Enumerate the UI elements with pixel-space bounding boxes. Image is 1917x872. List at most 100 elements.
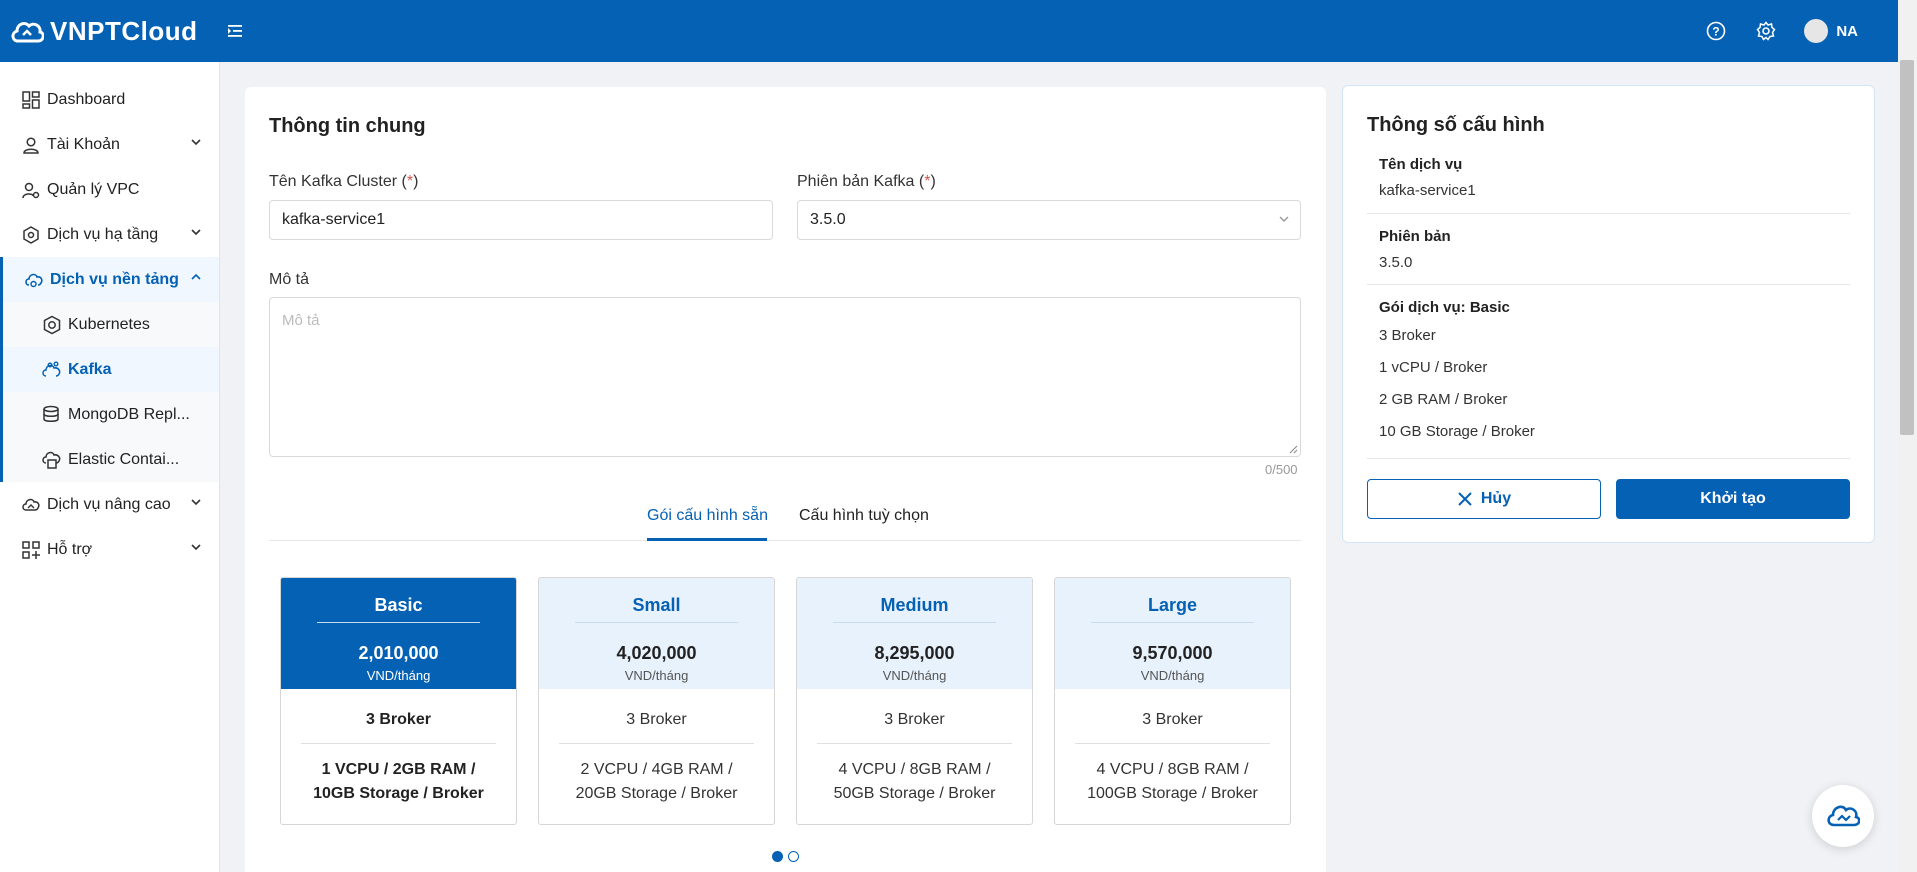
cluster-name-input[interactable] [269,200,773,240]
package-card-large[interactable]: Large 9,570,000 VND/tháng 3 Broker 4 VCP… [1054,577,1291,825]
cloud-logo-icon [11,22,44,43]
dashboard-icon [20,89,42,111]
sidebar-item-label: Elastic Contai... [68,450,180,468]
description-counter: 0/500 [1265,462,1298,477]
chevron-up-icon [191,273,201,280]
sidebar-item-kafka[interactable]: Kafka [3,347,219,392]
support-grid-icon [20,539,42,561]
sidebar-group-platform: Dịch vụ nền tảng Kubernetes Kafka MongoD… [0,257,219,482]
sidebar-item-label: Hỗ trợ [47,540,93,558]
kafka-version-select[interactable]: 3.5.0 [797,200,1301,240]
create-button[interactable]: Khởi tạo [1616,479,1850,519]
sidebar-item-account[interactable]: Tài Khoản [0,122,219,167]
sidebar-item-elastic-container[interactable]: Elastic Contai... [3,437,219,482]
package-price: 4,020,000 [616,643,697,663]
summary-divider [1367,458,1850,459]
close-icon [1458,492,1472,506]
sidebar-item-dashboard[interactable]: Dashboard [0,77,219,122]
description-placeholder: Mô tả [282,312,320,329]
brand-name: VNPTCloud [50,15,198,46]
cloud-advanced-icon [20,494,42,516]
kafka-icon [41,359,63,381]
user-icon [20,134,42,156]
summary-divider [1367,284,1850,285]
sidebar: Dashboard Tài Khoản Quản lý VPC Dịch vụ … [0,62,220,872]
package-price: 8,295,000 [874,643,955,663]
description-textarea[interactable]: Mô tả [269,297,1301,457]
vertical-scrollbar[interactable] [1898,0,1917,872]
chevron-down-icon [191,499,201,506]
description-label: Mô tả [269,271,310,288]
sidebar-item-mongodb[interactable]: MongoDB Repl... [3,392,219,437]
sidebar-item-label: Kubernetes [68,315,150,333]
floating-support-button[interactable] [1812,785,1874,847]
cloud-platform-icon [23,269,45,291]
cluster-name-label: Tên Kafka Cluster (*) [269,173,419,190]
package-name: Basic [317,595,480,623]
package-spec: 4 VCPU / 8GB RAM / 100GB Storage / Broke… [1087,761,1258,802]
menu-toggle-icon[interactable] [227,24,244,38]
scrollbar-thumb[interactable] [1900,60,1914,435]
sidebar-item-label: Dịch vụ nâng cao [47,495,171,513]
general-info-card: Thông tin chung Tên Kafka Cluster (*) Ph… [245,87,1326,872]
carousel-dot-2[interactable] [788,851,799,862]
package-price: 2,010,000 [358,643,439,663]
package-card-small[interactable]: Small 4,020,000 VND/tháng 3 Broker 2 VCP… [538,577,775,825]
kubernetes-icon [41,314,63,336]
package-card-medium[interactable]: Medium 8,295,000 VND/tháng 3 Broker 4 VC… [796,577,1033,825]
help-icon[interactable]: ? [1704,19,1728,43]
chevron-down-icon [191,139,201,146]
package-spec: 2 VCPU / 4GB RAM / 20GB Storage / Broker [575,761,738,802]
package-unit: VND/tháng [624,668,689,683]
sidebar-item-label: MongoDB Repl... [68,405,190,423]
tab-custom-config[interactable]: Cấu hình tuỳ chọn [799,507,929,524]
sidebar-item-label: Quản lý VPC [47,180,140,198]
svg-text:?: ? [1713,25,1720,39]
chevron-down-icon [191,229,201,236]
package-name: Medium [833,595,996,623]
vpc-icon [20,179,42,201]
config-summary-card: Thông số cấu hình Tên dịch vụ kafka-serv… [1342,85,1875,543]
chevron-down-icon [1279,216,1289,222]
brand-logo[interactable]: VNPTCloud [10,16,198,47]
top-header: VNPTCloud ? NA [0,0,1898,62]
kafka-version-label: Phiên bản Kafka (*) [797,173,936,190]
active-tab-indicator [647,538,767,541]
summary-package: Gói dịch vụ: Basic 3 Broker 1 vCPU / Bro… [1379,299,1535,440]
user-avatar[interactable] [1804,19,1829,43]
resize-grip-icon[interactable] [1288,444,1298,454]
carousel-dot-1[interactable] [772,851,783,862]
package-name: Large [1091,595,1254,623]
carousel-pagination [772,851,804,862]
user-initials[interactable]: NA [1836,22,1858,40]
sidebar-item-support[interactable]: Hỗ trợ [0,527,219,572]
summary-version: Phiên bản 3.5.0 [1379,228,1451,271]
sidebar-item-kubernetes[interactable]: Kubernetes [3,302,219,347]
section-title: Thông tin chung [269,115,426,137]
database-icon [41,404,63,426]
package-price: 9,570,000 [1132,643,1213,663]
package-card-basic[interactable]: Basic 2,010,000 VND/tháng 3 Broker 1 VCP… [280,577,517,825]
infrastructure-icon [20,224,42,246]
package-spec: 4 VCPU / 8GB RAM / 50GB Storage / Broker [833,761,996,802]
package-name: Small [575,595,738,623]
tab-preset-packages[interactable]: Gói cấu hình sẵn [647,507,768,524]
sidebar-item-vpc[interactable]: Quản lý VPC [0,167,219,212]
sidebar-item-label: Dịch vụ nền tảng [50,270,179,288]
package-broker: 3 Broker [559,689,754,744]
package-spec: 1 VCPU / 2GB RAM / 10GB Storage / Broker [313,761,484,802]
kafka-version-value: 3.5.0 [810,211,846,228]
package-unit: VND/tháng [882,668,947,683]
summary-divider [1367,213,1850,214]
config-tabs: Gói cấu hình sẵn Cấu hình tuỳ chọn [269,497,1301,541]
sidebar-item-advanced-services[interactable]: Dịch vụ nâng cao [0,482,219,527]
settings-gear-icon[interactable] [1754,19,1778,43]
sidebar-item-infrastructure[interactable]: Dịch vụ hạ tầng [0,212,219,257]
sidebar-item-platform-services[interactable]: Dịch vụ nền tảng [3,257,219,302]
sidebar-item-label: Dashboard [47,90,126,108]
package-unit: VND/tháng [366,668,431,683]
package-unit: VND/tháng [1140,668,1205,683]
summary-service-name: Tên dịch vụ kafka-service1 [1379,156,1476,199]
cancel-button[interactable]: Hủy [1367,479,1601,519]
cloud-support-icon [1827,805,1860,827]
